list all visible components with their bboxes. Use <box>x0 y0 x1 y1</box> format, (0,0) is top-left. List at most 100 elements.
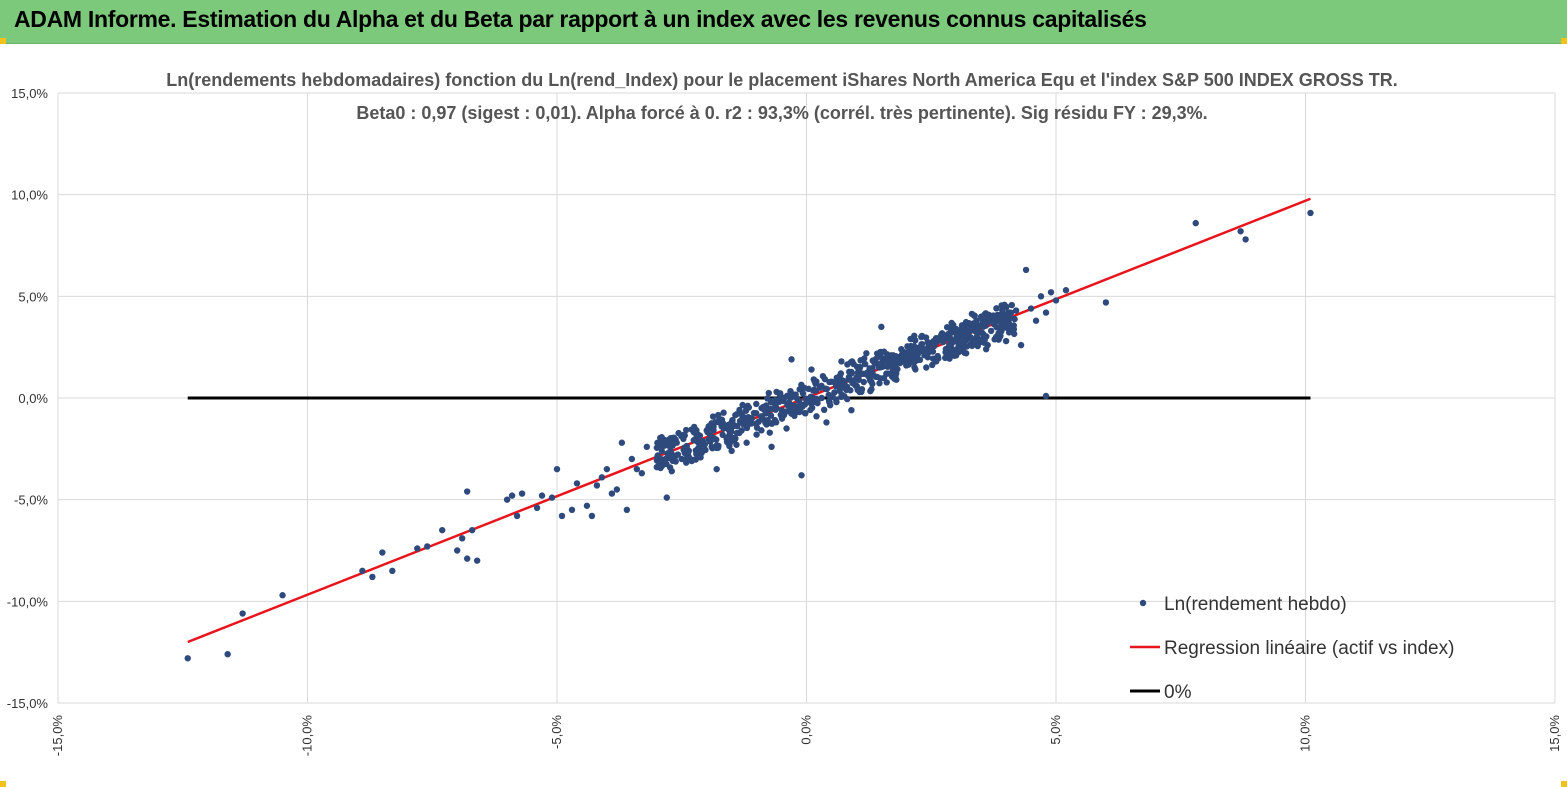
data-point <box>1032 317 1040 324</box>
data-point <box>603 465 611 473</box>
data-point <box>688 426 695 433</box>
data-point <box>369 573 376 581</box>
y-tick-label: -10,0% <box>7 594 49 609</box>
data-point <box>1037 293 1045 300</box>
legend-label: Ln(rendement hebdo) <box>1164 594 1347 615</box>
data-point <box>463 488 471 495</box>
data-point <box>654 452 661 459</box>
data-point <box>638 470 646 477</box>
x-tick-label: -10,0% <box>300 715 315 757</box>
y-tick-label: -5,0% <box>14 493 48 508</box>
data-point <box>814 399 821 407</box>
data-point <box>848 407 855 414</box>
data-point <box>999 307 1006 314</box>
data-point <box>741 419 749 427</box>
data-point <box>877 375 884 382</box>
y-tick-label: 0,0% <box>18 391 48 406</box>
data-point <box>618 439 626 446</box>
data-point <box>940 338 947 346</box>
data-point <box>843 383 851 391</box>
data-point <box>613 486 621 493</box>
data-point <box>909 345 916 352</box>
data-point <box>818 394 825 402</box>
data-point <box>819 372 827 380</box>
data-point <box>973 333 980 340</box>
data-point <box>653 457 661 464</box>
data-point <box>690 437 697 444</box>
data-point <box>468 526 476 534</box>
data-point <box>878 323 885 331</box>
data-point <box>790 405 798 413</box>
chart-title: Ln(rendements hebdomadaires) fonction du… <box>166 70 1398 90</box>
data-point <box>588 512 596 520</box>
data-point <box>709 413 717 420</box>
data-point <box>861 360 869 368</box>
data-point <box>583 502 591 509</box>
y-tick-label: 10,0% <box>11 188 48 203</box>
data-point <box>1042 309 1050 316</box>
data-point <box>753 420 760 427</box>
data-point <box>663 460 670 468</box>
data-point <box>950 328 957 336</box>
data-point <box>389 567 396 575</box>
data-point <box>568 506 576 514</box>
data-point <box>782 408 790 415</box>
data-point <box>728 447 735 455</box>
corner-marker <box>1561 38 1567 44</box>
data-point <box>667 447 674 454</box>
data-point <box>643 443 651 450</box>
data-point <box>777 393 784 400</box>
data-points <box>184 209 1314 662</box>
data-point <box>279 592 286 599</box>
data-point <box>768 443 775 450</box>
data-point <box>856 388 863 396</box>
data-point <box>573 480 581 487</box>
data-point <box>763 410 770 417</box>
data-point <box>767 405 775 412</box>
title-banner: ADAM Informe. Estimation du Alpha et du … <box>0 0 1567 44</box>
data-point <box>942 349 949 356</box>
data-point <box>1011 330 1018 338</box>
data-point <box>816 384 824 391</box>
data-point <box>718 416 726 423</box>
data-point <box>424 543 431 550</box>
data-point <box>880 356 887 364</box>
data-point <box>1047 289 1055 296</box>
data-point <box>897 357 904 364</box>
data-point <box>748 414 756 422</box>
data-point <box>720 422 727 429</box>
data-point <box>953 346 960 353</box>
data-point <box>928 347 935 355</box>
data-point <box>922 334 930 341</box>
data-point <box>1237 228 1244 235</box>
data-point <box>508 492 516 499</box>
x-tick-label: 0,0% <box>799 715 814 745</box>
data-point <box>698 439 705 446</box>
data-point <box>785 399 793 406</box>
data-point <box>961 349 968 356</box>
data-point <box>911 364 918 371</box>
data-point <box>911 358 918 365</box>
x-tick-label: -5,0% <box>549 715 564 749</box>
data-point <box>711 419 718 427</box>
data-point <box>668 439 675 447</box>
data-point <box>726 430 734 437</box>
data-point <box>707 438 714 445</box>
data-point <box>682 426 690 434</box>
data-point <box>1062 287 1070 294</box>
data-point <box>772 401 779 409</box>
data-point <box>439 526 446 534</box>
data-point <box>973 317 980 324</box>
data-point <box>1307 209 1314 217</box>
data-point <box>981 311 988 318</box>
data-point <box>980 334 988 342</box>
data-point <box>702 446 709 454</box>
data-point <box>998 302 1005 309</box>
data-point <box>454 547 461 554</box>
data-point <box>705 425 712 432</box>
data-point <box>657 434 664 442</box>
data-point <box>786 393 793 400</box>
data-point <box>739 401 746 409</box>
data-point <box>663 494 670 501</box>
